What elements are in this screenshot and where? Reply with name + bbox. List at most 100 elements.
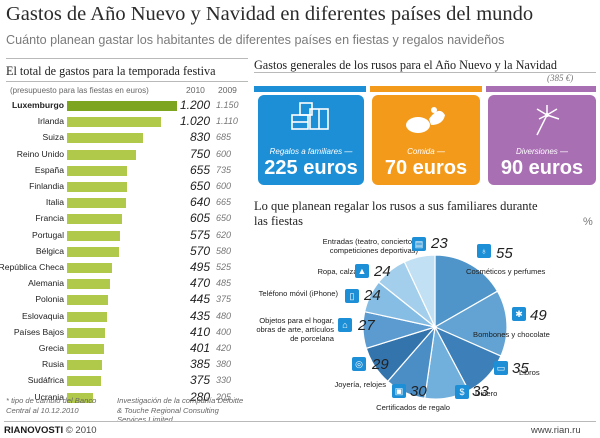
- country-name: Luxemburgo: [11, 100, 64, 110]
- country-name: España: [34, 164, 64, 175]
- footnote-exchange-rate: * tipo de cambio del Banco Central al 10…: [6, 396, 97, 415]
- percent-sign: %: [583, 216, 593, 228]
- country-row: Bélgica 570 580: [0, 244, 250, 259]
- pie-slice: [403, 254, 436, 328]
- bar-2010: [67, 246, 120, 257]
- bar-2010: [67, 214, 123, 225]
- pie-label: Joyería, relojes: [334, 380, 387, 389]
- food-card: Comida — 70 euros: [372, 95, 480, 185]
- value-2010: 495: [189, 260, 210, 274]
- left-chart-title: El total de gastos para la temporada fes…: [6, 64, 216, 78]
- country-row: Finlandia 650 600: [0, 179, 250, 194]
- country-name: Grecia: [38, 343, 64, 353]
- value-2010: 435: [189, 308, 210, 323]
- value-2009: 1.150: [216, 100, 239, 110]
- value-2009: 205: [216, 391, 232, 402]
- country-name: Ucrania: [34, 391, 64, 402]
- fun-card: Diversiones — 90 euros: [488, 95, 596, 185]
- value-2010: 280: [189, 389, 210, 404]
- russian-spending-title: Gastos generales de los rusos para el Añ…: [254, 58, 557, 72]
- food-label: Comida —: [407, 147, 445, 156]
- bar-2010: [67, 279, 111, 290]
- divider: [254, 72, 596, 73]
- gifts-stripe: [254, 86, 366, 92]
- bar-2010: [67, 198, 126, 209]
- fun-label: Diversiones —: [515, 147, 568, 156]
- country-row: Suiza 830 685: [0, 130, 250, 145]
- value-2010: 445: [189, 292, 210, 307]
- value-2009: 1.110: [216, 116, 238, 127]
- country-name: Suiza: [42, 132, 65, 143]
- value-2009: 600: [216, 181, 232, 191]
- country-row: Países Bajos 410 400: [0, 325, 250, 340]
- bar-2010: [67, 263, 113, 273]
- copyright: © 2010: [65, 425, 97, 436]
- value-2010: 605: [189, 211, 210, 226]
- value-2009: 580: [216, 245, 232, 256]
- pie-label: Ropa, calzado: [317, 267, 366, 276]
- value-2009: 525: [216, 262, 232, 272]
- year-2009-header: 2009: [218, 85, 237, 95]
- pie-value: 24: [374, 263, 391, 280]
- gifts-label: Regalos a familiares —: [269, 147, 353, 156]
- bar-2010: [67, 360, 103, 371]
- pie-value: 30: [410, 383, 427, 400]
- pie-value: 23: [431, 235, 448, 252]
- pie-value: 33: [472, 383, 489, 400]
- ticket-icon: ▤: [412, 237, 426, 251]
- country-row: Polonia 445 375: [0, 292, 250, 307]
- clothes-icon: ▲: [355, 264, 369, 278]
- country-row: Portugal 575 620: [0, 228, 250, 243]
- country-row: Alemania 470 485: [0, 276, 250, 291]
- country-row: República Checa 495 525: [0, 260, 250, 275]
- country-row: Francia 605 650: [0, 211, 250, 226]
- country-row: Luxemburgo 1.200 1.150: [0, 98, 250, 113]
- gifts-pie-title: Lo que planean regalar los rusos a sus f…: [254, 199, 538, 228]
- ria-logo: RIANOVOSTI © 2010: [4, 425, 97, 436]
- value-2010: 401: [189, 341, 210, 355]
- site-url[interactable]: www.rian.ru: [531, 425, 581, 436]
- bar-2010: [67, 182, 127, 192]
- pie-label: Bombones y chocolate: [473, 330, 550, 339]
- page-subtitle: Cuánto planean gastar los habitantes de …: [6, 33, 505, 47]
- value-2010: 650: [189, 179, 210, 193]
- pie-label: Libros: [519, 368, 540, 377]
- bar-2010: [67, 311, 107, 322]
- logo-novosti: NOVOSTI: [20, 425, 64, 436]
- food-amount: 70 euros: [384, 157, 468, 179]
- value-2010: 410: [189, 324, 210, 339]
- pie-value: 29: [372, 356, 389, 373]
- country-name: Rusia: [42, 359, 64, 370]
- value-2009: 685: [216, 132, 232, 143]
- boxes-icon: [258, 101, 364, 146]
- value-2009: 665: [216, 197, 232, 208]
- bar-2010: [67, 344, 104, 354]
- country-row: Eslovaquia 435 480: [0, 309, 250, 324]
- country-row: Grecia 401 420: [0, 341, 250, 356]
- pie-slice: [433, 290, 508, 357]
- candy-icon: ✱: [512, 307, 526, 321]
- footer-divider: [4, 421, 596, 422]
- value-2010: 750: [189, 146, 210, 161]
- country-name: Alemania: [28, 278, 64, 289]
- value-2010: 375: [189, 373, 210, 388]
- pie-label: Entradas (teatro, conciertos, competicio…: [322, 237, 418, 255]
- pie-value: 24: [364, 287, 381, 304]
- value-2009: 330: [216, 375, 232, 386]
- gifts-card: Regalos a familiares — 225 euros: [258, 95, 364, 185]
- fireworks-icon: [488, 101, 596, 146]
- pie-label: Teléfono móvil (iPhone): [258, 289, 338, 298]
- logo-ria: RIA: [4, 425, 21, 436]
- fun-stripe: [486, 86, 596, 92]
- value-2009: 480: [216, 310, 232, 321]
- bar-2010: [67, 117, 161, 128]
- country-row: España 655 735: [0, 163, 250, 178]
- country-row: Sudáfrica 375 330: [0, 373, 250, 388]
- country-name: Italia: [45, 197, 64, 208]
- book-icon: ▭: [494, 361, 508, 375]
- footnote-source: Investigación de la compañía Deloitte & …: [117, 396, 244, 424]
- value-2010: 640: [189, 195, 210, 210]
- country-name: Eslovaquia: [21, 310, 64, 321]
- pie-value: 27: [358, 317, 375, 334]
- value-2010: 385: [189, 357, 210, 372]
